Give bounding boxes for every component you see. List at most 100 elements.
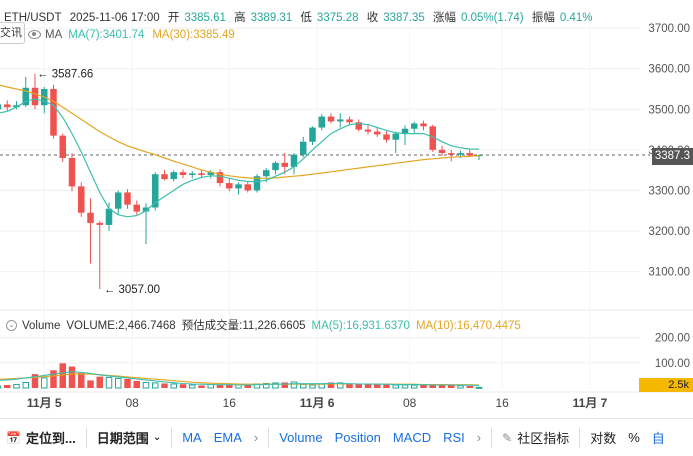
volume-bar [475,386,483,389]
candle-body [475,155,483,157]
ohlc-header: ETH/USDT 2025-11-06 17:00 开 3385.61 高 3389… [4,9,597,25]
volume-bar [272,382,279,389]
low-label: 低 [300,12,312,24]
kline-chart[interactable]: 3700.003600.003500.003400.003300.003200.… [0,0,693,418]
amp-label: 振幅 [531,12,555,24]
candle-body [161,174,168,180]
ma-toggle[interactable]: MA [182,430,202,445]
candle-body [429,126,436,150]
calendar-icon: 📅 [6,430,21,445]
candle-body [115,192,122,209]
volume-bar [105,376,113,389]
candle-body [420,123,427,127]
volume-bar [401,384,409,389]
ma30-line [0,84,480,179]
candle-body [96,222,103,225]
volume-bar [346,383,353,388]
candle-body [466,153,473,156]
volume-bar [87,380,94,388]
volume-bar [300,383,307,389]
candle-body [142,207,150,212]
chevron-right-icon[interactable]: › [476,430,482,445]
volume-bar [78,372,85,388]
volume-bar [142,381,150,389]
volume-bar [429,384,436,388]
candle-body [318,116,325,128]
candle-body [78,186,85,213]
volume-bar [226,384,233,388]
price-tick-label: 3200.00 [648,226,690,238]
time-tick-label: 11月 7 [573,396,608,410]
low-annotation: ← 3057.00 [104,284,160,296]
volume-bar [355,383,362,388]
candle-body [401,128,409,134]
candle-body [281,162,288,167]
auto-scale-toggle[interactable]: 自 [651,431,665,446]
candle-body [244,184,251,191]
candle-body [448,153,455,155]
volume-bar [281,382,288,388]
ma30-value: MA(30):3385.49 [152,29,235,41]
volume-bar [115,377,122,389]
candle-body [189,173,196,176]
time-tick-label: 16 [223,396,237,410]
volume-label: Volume [22,320,61,332]
divider [579,427,581,448]
chevron-down-icon[interactable]: ⌄ [6,320,17,332]
candle-body [263,170,270,177]
open-value: 3385.61 [184,12,226,24]
log-scale-toggle[interactable]: 对数 [590,431,617,446]
volume-bar [124,378,131,388]
volume-bar [318,383,325,389]
news-tab[interactable]: 交讯 [0,22,25,44]
ma-label: MA [45,29,63,41]
volume-bar [244,385,251,388]
candle-body [327,116,335,122]
bottom-toolbar: 📅 定位到... 日期范围 ⌄ MA EMA › Volume Position M… [0,418,693,456]
close-value: 3387.35 [383,12,425,24]
volume-bar [133,380,140,388]
datetime: 2025-11-06 17:00 [69,12,160,24]
volume-bar [420,384,427,388]
volume-legend: ⌄ Volume VOLUME:2,466.7468 预估成交量:11,226.660… [6,317,521,333]
volume-bar [411,384,418,389]
volume-toggle[interactable]: Volume [279,430,323,445]
candle-body [235,184,242,189]
volume-bar [31,374,39,388]
change-label: 涨幅 [432,12,456,24]
volume-bar [96,376,103,388]
candle-body [4,104,11,108]
candle-body [253,176,261,191]
price-tick-label: 3100.00 [648,267,690,279]
high-annotation: ← 3587.66 [37,69,93,81]
ema-toggle[interactable]: EMA [213,430,242,445]
community-indicators-button[interactable]: ✎ 社区指标 [496,419,575,456]
candle-body [13,105,20,108]
candle-body [68,157,76,187]
change-value: 0.05%(1.74) [460,12,524,24]
candle-body [152,174,159,208]
volume-bar [161,383,168,388]
goto-button[interactable]: 📅 定位到... [0,419,82,456]
volume-bar [457,385,464,389]
volume-bar [68,366,76,388]
time-tick-label: 08 [125,396,139,410]
volume-bar [50,370,57,388]
rsi-toggle[interactable]: RSI [443,430,465,445]
position-toggle[interactable]: Position [334,430,381,445]
chevron-right-icon[interactable]: › [253,430,259,445]
symbol: ETH/USDT [4,12,62,24]
candle-body [309,127,316,142]
candle-body [300,141,307,155]
candle-body [346,119,353,123]
ma7-line [0,98,480,218]
eye-icon[interactable] [28,30,41,40]
divider [268,427,270,448]
percent-scale-toggle[interactable]: % [628,430,640,445]
date-range-button[interactable]: 日期范围 ⌄ [91,419,167,456]
candle-body [438,149,446,154]
macd-toggle[interactable]: MACD [392,430,432,445]
candle-body [383,134,390,140]
volume-tick-label: 200.00 [655,333,690,345]
ma-legend: MA MA(7):3401.74 MA(30):3385.49 [28,29,235,41]
